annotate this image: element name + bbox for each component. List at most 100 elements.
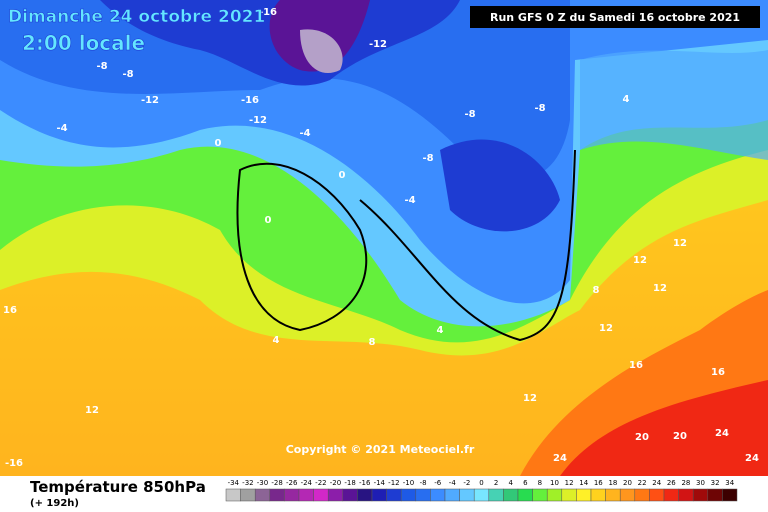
legend-swatch [590, 488, 606, 502]
legend-label: 16 [594, 479, 603, 487]
legend-label: -10 [403, 479, 414, 487]
legend-label: 26 [667, 479, 676, 487]
legend-label: -20 [330, 479, 341, 487]
legend-label: 24 [652, 479, 661, 487]
legend-swatch [692, 488, 709, 502]
legend-label: -2 [463, 479, 470, 487]
run-box [470, 6, 760, 28]
contour-label: 16 [3, 305, 17, 316]
contour-label: 4 [437, 325, 444, 336]
contour-label: -16 [259, 7, 277, 18]
legend-swatch [707, 488, 723, 502]
legend-swatch [342, 488, 358, 502]
legend-swatch [605, 488, 621, 502]
legend-swatch [386, 488, 402, 502]
run: Run GFS 0 Z du Samedi 16 octobre 2021 [490, 11, 740, 24]
legend-label: -30 [257, 479, 268, 487]
legend: -34 -32 -30 -28 -26 -24 -22 -20 -18 -16 -14 -12 -10-… [225, 479, 738, 502]
legend-label: 8 [538, 479, 542, 487]
contour-label: -12 [141, 95, 159, 106]
contour-label: 0 [265, 215, 272, 226]
legend-label: 30 [696, 479, 705, 487]
legend-swatch [444, 488, 460, 502]
contour-label: -4 [56, 123, 67, 134]
contour-label: -4 [404, 195, 415, 206]
legend-label: -22 [315, 479, 326, 487]
legend-label: -26 [286, 479, 298, 487]
legend-swatch [473, 488, 490, 502]
contour-label: -12 [249, 115, 267, 126]
contour-label: 4 [623, 94, 630, 105]
legend-label: -34 [228, 479, 240, 487]
time: 2:00 locale [22, 31, 145, 55]
contour-label: 8 [593, 285, 600, 296]
legend-swatch [532, 488, 548, 502]
contour-label: -12 [369, 39, 387, 50]
legend-label: 34 [725, 479, 734, 487]
legend-label: 22 [638, 479, 647, 487]
contour-label: -8 [464, 109, 475, 120]
legend-label: -32 [242, 479, 253, 487]
legend-swatch [634, 488, 650, 502]
legend-label: 12 [565, 479, 574, 487]
legend-swatch [459, 488, 475, 502]
date: Dimanche 24 octobre 2021 [8, 7, 265, 27]
copyright: Copyright © 2021 Meteociel.fr [286, 443, 475, 456]
legend-swatch [619, 488, 636, 502]
legend-label: 2 [494, 479, 498, 487]
legend-label: -16 [359, 479, 371, 487]
legend-label: 10 [550, 479, 559, 487]
legend-swatch [371, 488, 387, 502]
contour-label: -8 [534, 103, 545, 114]
legend-swatch [663, 488, 679, 502]
legend-swatch [254, 488, 271, 502]
contour-label: -16 [241, 95, 259, 106]
legend-label: 28 [681, 479, 690, 487]
contour-label: 24 [715, 428, 729, 439]
contour-label: 20 [635, 432, 649, 443]
legend-swatch [357, 488, 373, 502]
legend-swatch [225, 488, 241, 502]
legend-label: 20 [623, 479, 632, 487]
contour-label: 0 [339, 170, 346, 181]
legend-label: -8 [420, 479, 427, 487]
contour-label: 16 [711, 367, 725, 378]
legend-swatch [576, 488, 592, 502]
contour-label: -4 [299, 128, 310, 139]
contour-label: 4 [273, 335, 280, 346]
legend-swatch [430, 488, 446, 502]
legend-swatch [517, 488, 533, 502]
legend-label: -18 [344, 479, 355, 487]
contour-label: 24 [745, 453, 759, 464]
legend-label: -12 [388, 479, 399, 487]
contour-label: 20 [673, 431, 687, 442]
contour-label: 12 [599, 323, 613, 334]
legend-swatch [298, 488, 314, 502]
legend-swatch [649, 488, 665, 502]
legend-label: 14 [579, 479, 588, 487]
legend-label: -14 [374, 479, 386, 487]
contour-label: 8 [369, 337, 376, 348]
legend-swatch [327, 488, 344, 502]
legend-swatch [400, 488, 417, 502]
contour-label: 16 [629, 360, 643, 371]
legend-swatch [415, 488, 431, 502]
contour-label: -8 [422, 153, 433, 164]
contour-label: 12 [633, 255, 647, 266]
legend-swatch [269, 488, 285, 502]
legend-swatch [313, 488, 329, 502]
legend-swatch [722, 488, 738, 502]
contour-label: 12 [653, 283, 667, 294]
legend-label: -28 [271, 479, 282, 487]
header: Dimanche 24 octobre 2021 2:00 locale Run… [8, 6, 760, 55]
legend-swatch [561, 488, 577, 502]
legend-swatch [678, 488, 694, 502]
contour-label: 12 [523, 393, 537, 404]
legend-swatch [284, 488, 300, 502]
footer-lead: (+ 192h) [30, 498, 79, 509]
legend-label: 0 [479, 479, 483, 487]
legend-label: 18 [608, 479, 617, 487]
contour-label: 0 [215, 138, 222, 149]
contour-label: -8 [96, 61, 107, 72]
